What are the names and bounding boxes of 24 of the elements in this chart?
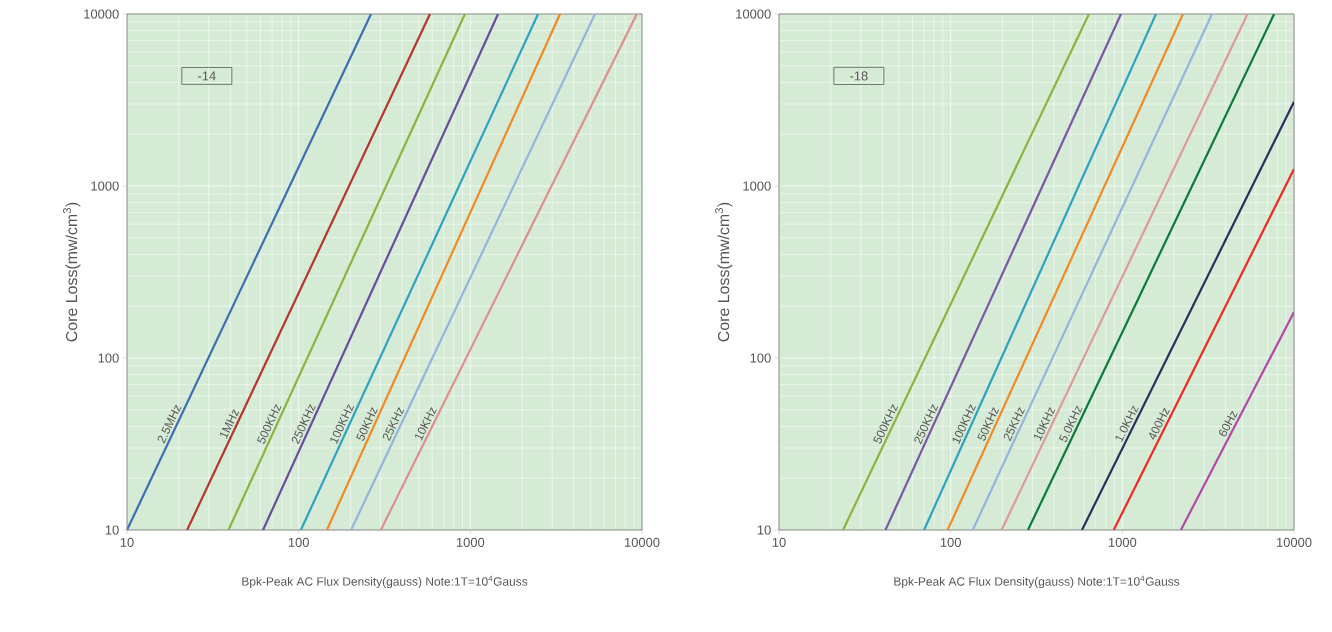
x-axis-title: Bpk-Peak AC Flux Density(gauss) Note:1T=10$^{4}$Gauss	[894, 575, 1180, 589]
x-tick-label: 10	[772, 537, 786, 547]
x-tick-label: 10	[120, 537, 134, 547]
y-tick-label: 10000	[736, 9, 771, 19]
y-tick-label: 1000	[91, 181, 119, 191]
x-tick-label: 100	[940, 537, 961, 547]
y-axis-title: Core Loss(mw/cm$^{3}$)	[715, 202, 733, 342]
x-tick-label: 10000	[1276, 537, 1312, 547]
y-tick-label: 100	[98, 353, 119, 363]
x-axis-title: Bpk-Peak AC Flux Density(gauss) Note:1T=10$^{4}$Gauss	[242, 575, 528, 589]
annotation: -14	[198, 71, 216, 81]
text: 60Hz	[1219, 410, 1238, 437]
y-tick-label: 10	[757, 525, 771, 535]
y-tick-label: 100	[750, 353, 771, 363]
x-tick-label: 1000	[456, 537, 485, 547]
y-axis-title: Core Loss(mw/cm$^{3}$)	[63, 202, 81, 342]
text: 1MHz	[220, 409, 240, 439]
x-tick-label: 10000	[624, 537, 660, 547]
y-tick-label: 10	[105, 525, 119, 535]
y-tick-label: 10000	[84, 9, 119, 19]
y-tick-label: 1000	[743, 181, 771, 191]
x-tick-label: 100	[288, 537, 309, 547]
x-tick-label: 1000	[1108, 537, 1137, 547]
annotation: -18	[850, 71, 868, 81]
